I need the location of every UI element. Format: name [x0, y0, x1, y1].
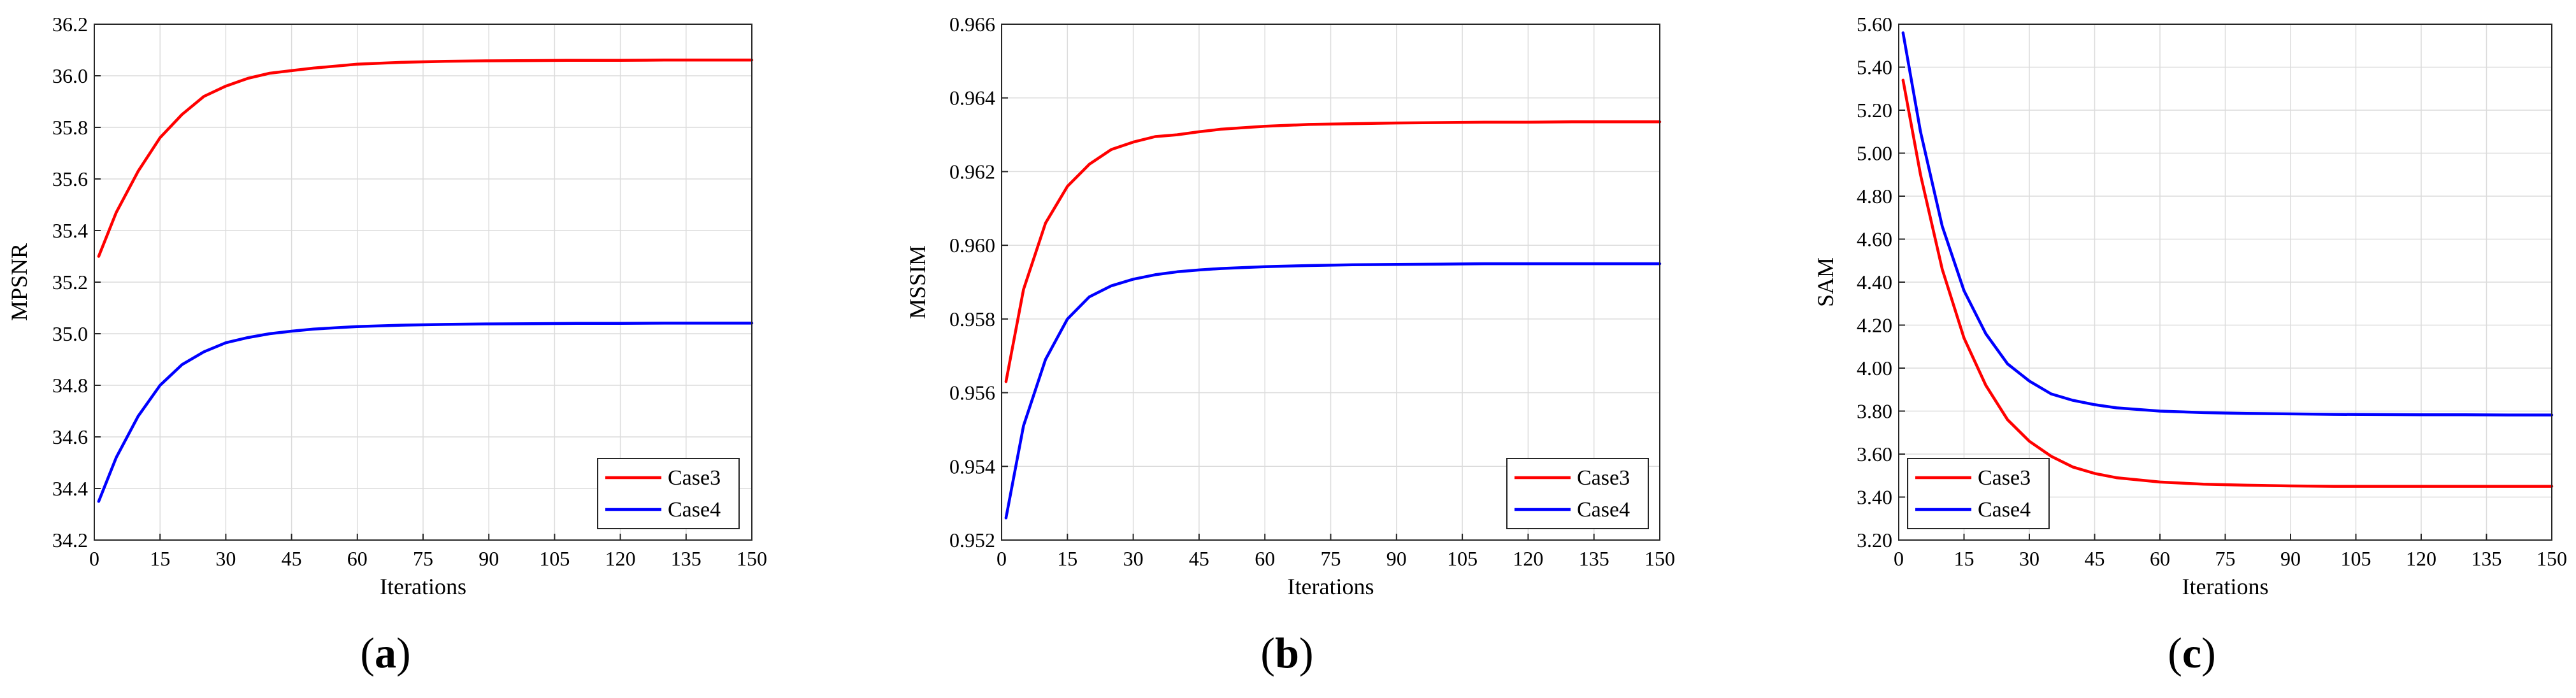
series-line-case4 — [1004, 262, 1662, 520]
x-tick-label: 105 — [1447, 547, 1478, 570]
y-tick-label: 36.2 — [52, 13, 88, 36]
y-tick-label: 3.80 — [1857, 400, 1892, 423]
series-line-case4 — [1901, 31, 2554, 417]
x-tick-label: 60 — [1255, 547, 1275, 570]
y-tick-label: 34.8 — [52, 374, 88, 397]
y-tick-label: 4.80 — [1857, 185, 1892, 208]
y-axis-label: MSSIM — [905, 245, 930, 319]
panel-label: (c) — [2168, 629, 2216, 677]
x-tick-label: 105 — [539, 547, 570, 570]
y-tick-label: 5.40 — [1857, 56, 1892, 79]
y-tick-label: 3.20 — [1857, 529, 1892, 552]
legend: Case3 Case4 — [597, 458, 740, 529]
x-tick-label: 45 — [1189, 547, 1209, 570]
y-tick-label: 0.962 — [949, 160, 995, 183]
y-tick-label: 4.60 — [1857, 228, 1892, 251]
y-tick-label: 3.40 — [1857, 486, 1892, 509]
series-line-case3 — [1004, 120, 1662, 383]
legend-label-case3: Case3 — [1577, 466, 1630, 490]
y-tick-label: 4.00 — [1857, 357, 1892, 380]
x-tick-label: 135 — [1579, 547, 1609, 570]
y-tick-label: 4.40 — [1857, 271, 1892, 294]
x-tick-label: 105 — [2341, 547, 2371, 570]
y-tick-label: 35.2 — [52, 271, 88, 294]
x-tick-label: 30 — [1123, 547, 1144, 570]
x-axis-label: Iterations — [380, 574, 466, 599]
y-tick-label: 34.2 — [52, 529, 88, 552]
y-tick-label: 0.966 — [949, 13, 995, 36]
y-tick-label: 35.6 — [52, 167, 88, 190]
y-tick-label: 35.8 — [52, 116, 88, 139]
x-axis-label: Iterations — [1288, 574, 1374, 599]
legend-box — [1506, 458, 1649, 529]
x-tick-label: 90 — [479, 547, 499, 570]
y-tick-label: 35.4 — [52, 219, 88, 242]
x-tick-label: 60 — [347, 547, 368, 570]
panel-c: 0 15 30 45 60 75 90 105 120 135 150 3.20 3.40 3.60 3.8… — [1813, 13, 2567, 677]
y-tick-label: 3.60 — [1857, 443, 1892, 466]
legend: Case3 Case4 — [1907, 458, 2050, 529]
x-tick-label: 150 — [1644, 547, 1675, 570]
x-tick-label: 30 — [2019, 547, 2040, 570]
y-tick-label: 0.964 — [949, 87, 995, 110]
x-tick-label: 15 — [1954, 547, 1975, 570]
y-axis-label: SAM — [1813, 257, 1838, 307]
y-tick-label: 0.952 — [949, 529, 995, 552]
panel-label: (b) — [1260, 629, 1313, 677]
legend-box — [597, 458, 740, 529]
x-tick-label: 120 — [605, 547, 636, 570]
legend-label-case4: Case4 — [1577, 498, 1630, 522]
y-tick-label: 34.6 — [52, 425, 88, 448]
x-tick-label: 150 — [2536, 547, 2567, 570]
panel-b: 0 15 30 45 60 75 90 105 120 135 150 0.952 0.954 0.956… — [905, 13, 1675, 677]
x-axis-label: Iterations — [2182, 574, 2269, 599]
y-tick-label: 5.00 — [1857, 142, 1892, 165]
x-tick-label: 75 — [1321, 547, 1341, 570]
y-axis-label: MPSNR — [6, 243, 32, 321]
series-line-case4 — [97, 322, 754, 503]
x-tick-label: 0 — [89, 547, 99, 570]
legend-label-case3: Case3 — [668, 466, 721, 490]
x-tick-label: 120 — [2406, 547, 2436, 570]
x-tick-label: 45 — [282, 547, 302, 570]
y-tick-label: 34.4 — [52, 477, 88, 500]
x-tick-label: 45 — [2085, 547, 2105, 570]
x-tick-label: 90 — [1386, 547, 1407, 570]
legend-label-case4: Case4 — [1978, 498, 2031, 522]
y-tick-label: 36.0 — [52, 64, 88, 87]
series-line-case3 — [97, 59, 754, 258]
legend: Case3 Case4 — [1506, 458, 1649, 529]
x-tick-label: 15 — [150, 547, 170, 570]
x-tick-label: 120 — [1513, 547, 1543, 570]
x-tick-label: 0 — [1894, 547, 1904, 570]
x-tick-label: 0 — [997, 547, 1007, 570]
legend-label-case3: Case3 — [1978, 466, 2031, 490]
y-tick-label: 5.20 — [1857, 99, 1892, 122]
y-tick-label: 0.960 — [949, 234, 995, 257]
x-tick-label: 30 — [215, 547, 236, 570]
y-tick-label: 4.20 — [1857, 314, 1892, 337]
y-tick-label: 0.954 — [949, 455, 995, 478]
x-tick-label: 150 — [737, 547, 767, 570]
x-tick-label: 60 — [2150, 547, 2170, 570]
x-tick-label: 135 — [2472, 547, 2502, 570]
y-tick-label: 35.0 — [52, 322, 88, 345]
panel-label: (a) — [360, 629, 410, 677]
legend-box — [1907, 458, 2050, 529]
legend-label-case4: Case4 — [668, 498, 721, 522]
x-tick-label: 15 — [1057, 547, 1077, 570]
y-tick-label: 0.956 — [949, 381, 995, 404]
y-tick-label: 5.60 — [1857, 13, 1892, 36]
series-line-case3 — [1901, 78, 2554, 488]
x-tick-label: 90 — [2280, 547, 2301, 570]
panel-a: 0 15 30 45 60 75 90 105 120 135 150 34.2 34.4 34.6 34.… — [6, 13, 767, 677]
y-tick-label: 0.958 — [949, 308, 995, 331]
x-tick-label: 135 — [671, 547, 702, 570]
x-tick-label: 75 — [2215, 547, 2236, 570]
x-tick-label: 75 — [413, 547, 433, 570]
